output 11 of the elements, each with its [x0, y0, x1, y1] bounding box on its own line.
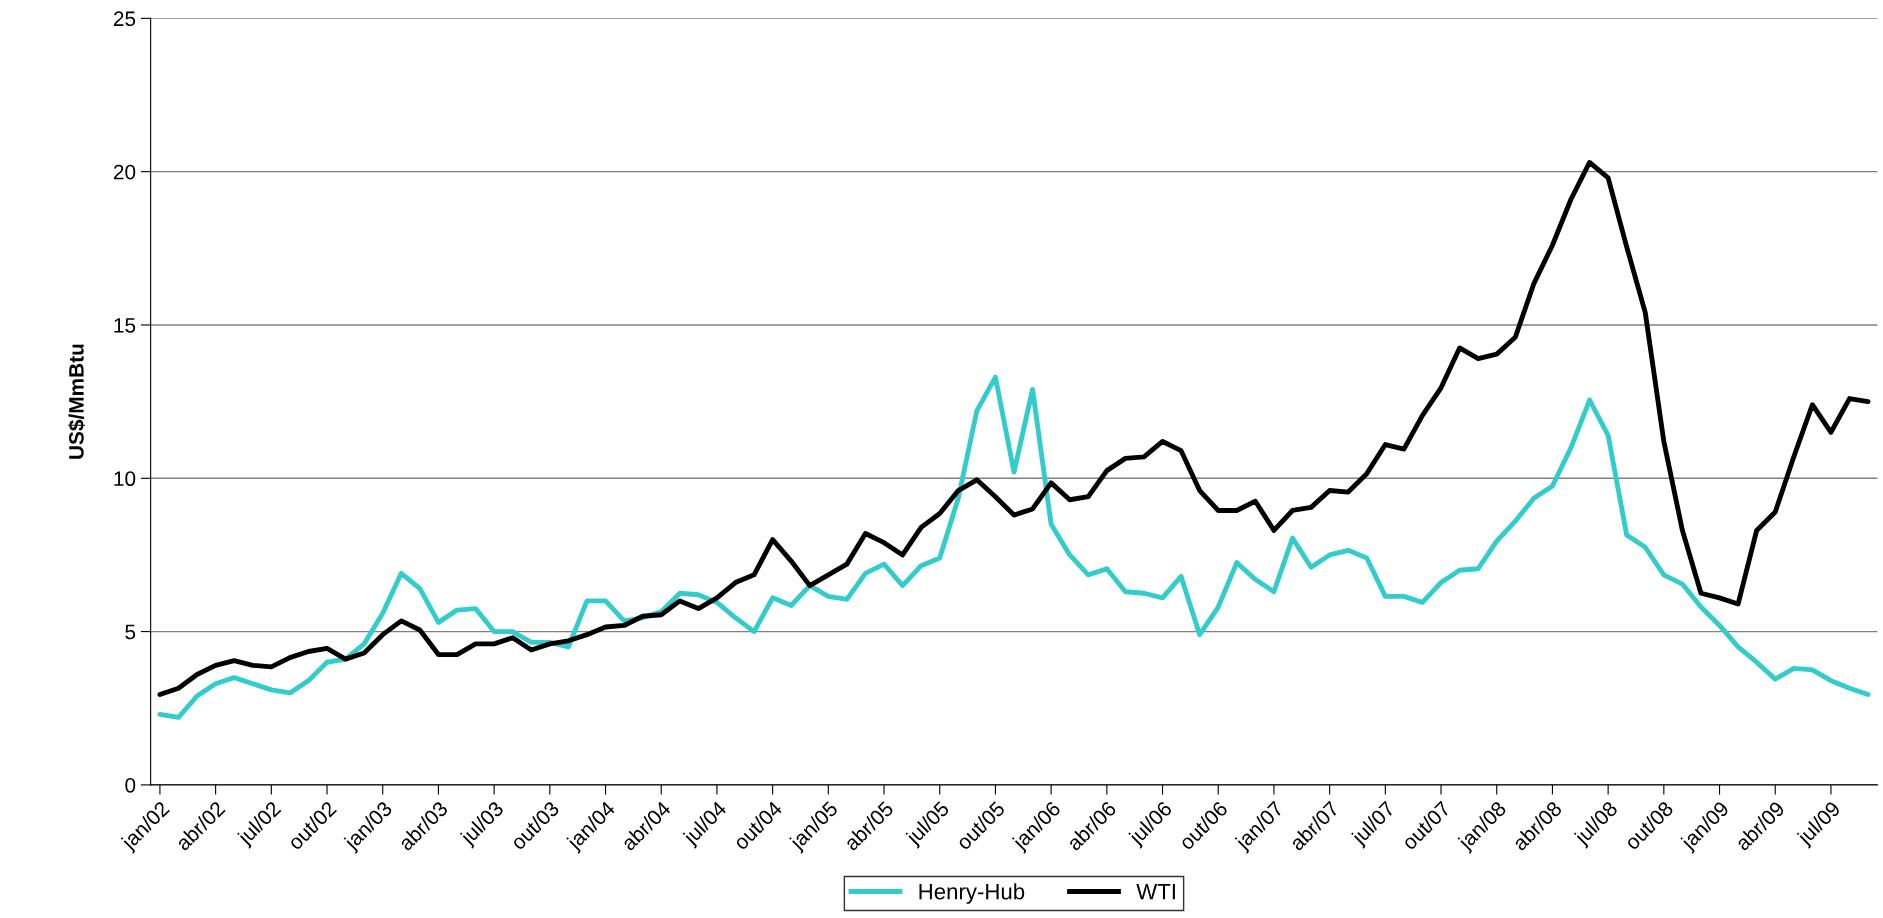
legend-label: Henry-Hub: [919, 883, 1025, 904]
y-tick-label: 10: [114, 471, 136, 487]
line-series: [157, 160, 1871, 697]
y-tick-label: 25: [113, 11, 136, 27]
line-series: [157, 374, 1871, 720]
y-tick-label: 15: [114, 318, 136, 333]
y-tick-label: 5: [125, 624, 136, 640]
legend-label: WTI: [1136, 883, 1175, 900]
y-tick-label: 20: [113, 164, 136, 180]
y-axis-title: US$/MmBtu: [68, 344, 86, 459]
y-tick-label: 0: [125, 777, 136, 793]
